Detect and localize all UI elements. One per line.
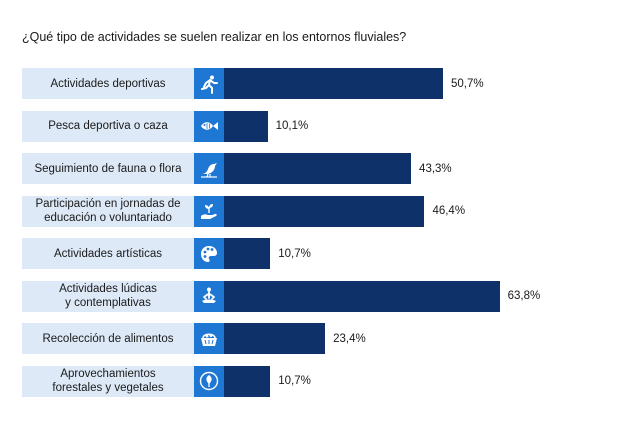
running-icon xyxy=(194,68,224,99)
value-label: 50,7% xyxy=(451,77,484,90)
category-label: Participación en jornadas de educación o… xyxy=(22,195,194,227)
category-label: Seguimiento de fauna o flora xyxy=(22,153,194,184)
bar xyxy=(224,195,425,227)
category-label: Recolección de alimentos xyxy=(22,323,194,354)
bar xyxy=(224,238,271,269)
hand-plant-icon xyxy=(194,195,224,227)
bar xyxy=(224,153,412,184)
bird-icon xyxy=(194,153,224,184)
category-label: Actividades artísticas xyxy=(22,238,194,269)
category-label: Aprovechamientos forestales y vegetales xyxy=(22,365,194,397)
bar xyxy=(224,110,268,142)
basket-icon xyxy=(194,323,224,354)
fish-icon xyxy=(194,110,224,142)
value-label: 10,7% xyxy=(278,247,311,260)
chart-title: ¿Qué tipo de actividades se suelen reali… xyxy=(22,30,407,44)
bar xyxy=(224,68,444,99)
bar xyxy=(224,323,326,354)
value-label: 10,1% xyxy=(275,120,309,132)
category-label: Pesca deportiva o caza xyxy=(22,110,194,142)
category-label: Actividades deportivas xyxy=(22,68,194,99)
value-label: 43,3% xyxy=(419,162,452,175)
meditation-icon xyxy=(194,280,224,312)
value-label: 46,4% xyxy=(432,205,466,217)
bar xyxy=(224,280,500,312)
category-label: Actividades lúdicas y contemplativas xyxy=(22,280,194,312)
value-label: 23,4% xyxy=(333,332,366,345)
tree-icon xyxy=(194,365,224,397)
value-label: 10,7% xyxy=(278,375,311,387)
bar xyxy=(224,365,271,397)
value-label: 63,8% xyxy=(507,290,541,302)
palette-icon xyxy=(194,238,224,269)
